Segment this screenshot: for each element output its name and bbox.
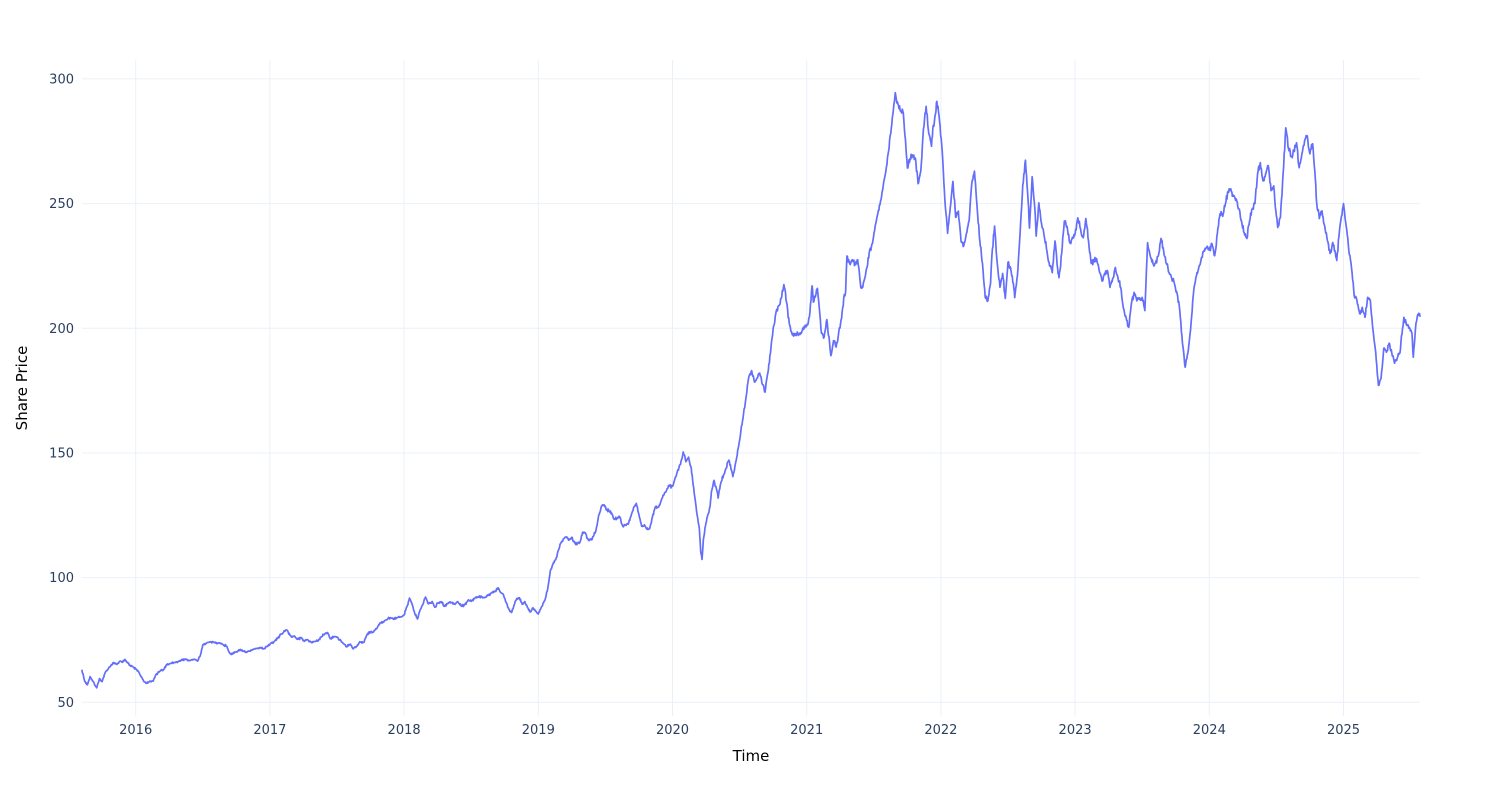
x-tick-label: 2018 — [388, 723, 421, 738]
tick-labels: 50 100 150 200 250 300 2016 2017 2018 2019 2020 202… — [49, 72, 1360, 738]
plot-area[interactable] — [82, 60, 1420, 716]
gridlines — [82, 60, 1420, 716]
x-tick-label: 2021 — [790, 723, 823, 738]
x-tick-label: 2020 — [656, 723, 689, 738]
y-tick-label: 250 — [49, 197, 74, 212]
x-tick-label: 2017 — [253, 723, 286, 738]
share-price-line-series[interactable] — [81, 91, 1421, 689]
y-tick-label: 150 — [49, 447, 74, 462]
x-tick-label: 2023 — [1059, 723, 1092, 738]
x-tick-label: 2025 — [1327, 723, 1360, 738]
x-tick-label: 2019 — [522, 723, 555, 738]
y-tick-label: 200 — [49, 322, 74, 337]
x-tick-label: 2024 — [1193, 723, 1226, 738]
y-tick-label: 300 — [49, 72, 74, 87]
x-tick-label: 2022 — [924, 723, 957, 738]
y-tick-label: 50 — [57, 696, 74, 711]
y-axis-title: Share Price — [13, 346, 31, 431]
series-layer — [81, 91, 1421, 689]
y-tick-label: 100 — [49, 571, 74, 586]
x-tick-label: 2016 — [119, 723, 152, 738]
x-axis-title: Time — [732, 747, 770, 765]
